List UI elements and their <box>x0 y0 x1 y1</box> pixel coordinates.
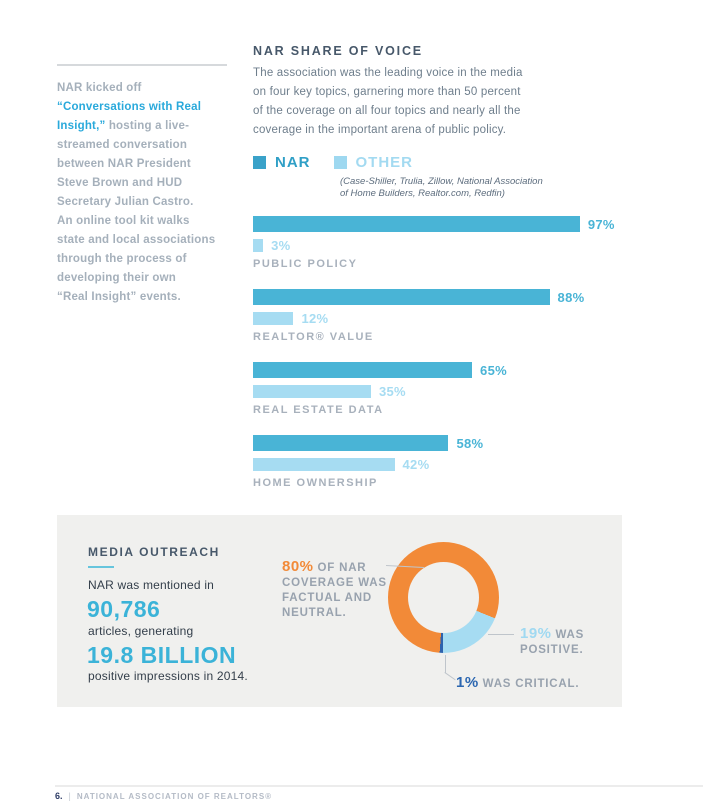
bar-other <box>253 458 395 471</box>
critical-text: WAS CRITICAL. <box>478 678 580 690</box>
bar-other <box>253 312 294 325</box>
donut-label-factual: 80% OF NAR COVERAGE WAS FACTUAL AND NEUT… <box>282 559 402 621</box>
positive-percent: 19% <box>520 625 552 642</box>
bar-value-other: 35% <box>378 384 406 399</box>
legend-label-nar: NAR <box>275 154 311 171</box>
bar-row-other: 12% <box>253 311 673 326</box>
critical-percent: 1% <box>456 674 479 691</box>
media-outreach-title: MEDIA OUTREACH <box>88 545 220 559</box>
leader-line-positive <box>488 634 514 635</box>
bar-group: 97% 3% PUBLIC POLICY <box>253 216 673 270</box>
bar-category-label: HOME OWNERSHIP <box>253 477 378 489</box>
sidebar-callout-lead: NAR kicked off <box>57 82 142 94</box>
factual-text: OF NAR COVERAGE WAS FACTUAL AND NEUTRAL. <box>282 562 387 619</box>
bar-row-nar: 65% <box>253 362 673 378</box>
donut-label-critical: 1% WAS CRITICAL. <box>456 675 636 692</box>
legend-swatch-nar <box>253 156 266 169</box>
donut-label-positive: 19% WAS POSITIVE. <box>520 626 630 658</box>
bar-nar <box>253 216 580 232</box>
footer-separator: | <box>68 791 71 801</box>
donut-hole <box>408 562 479 633</box>
articles-count: 90,786 <box>87 596 161 622</box>
sidebar-callout-body: hosting a live- streamed conversation be… <box>57 120 216 303</box>
bar-nar <box>253 362 473 378</box>
media-outreach-line3: positive impressions in 2014. <box>88 669 248 683</box>
footer: 6. | NATIONAL ASSOCIATION OF REALTORS® <box>55 791 272 801</box>
media-outreach-underline <box>88 566 114 568</box>
bar-row-nar: 88% <box>253 289 673 305</box>
sidebar-callout: NAR kicked off “Conversations with Real … <box>57 79 242 307</box>
legend-note: (Case-Shiller, Trulia, Zillow, National … <box>340 176 543 199</box>
bar-other <box>253 239 264 252</box>
footer-divider <box>55 785 703 787</box>
bar-category-label: PUBLIC POLICY <box>253 258 358 270</box>
bar-value-other: 42% <box>402 457 430 472</box>
bar-row-nar: 58% <box>253 435 673 451</box>
factual-percent: 80% <box>282 558 314 575</box>
media-outreach-line2: articles, generating <box>88 624 194 638</box>
sentiment-donut-chart <box>388 542 499 653</box>
bar-value-other: 3% <box>271 238 291 253</box>
bar-value-nar: 97% <box>587 216 615 232</box>
bar-value-other: 12% <box>301 311 329 326</box>
section-intro: The association was the leading voice in… <box>253 67 523 136</box>
media-outreach-line1: NAR was mentioned in <box>88 578 215 592</box>
bar-row-other: 35% <box>253 384 673 399</box>
bar-value-nar: 88% <box>557 289 585 305</box>
bar-group: 88% 12% REALTOR® VALUE <box>253 289 673 343</box>
bar-row-other: 42% <box>253 457 673 472</box>
sidebar-callout-highlight: “Conversations with Real Insight,” <box>57 101 202 132</box>
section-title: NAR SHARE OF VOICE <box>253 44 423 58</box>
bar-category-label: REAL ESTATE DATA <box>253 404 384 416</box>
bar-category-label: REALTOR® VALUE <box>253 331 374 343</box>
share-of-voice-bar-chart: 97% 3% PUBLIC POLICY 88% 12% REALTOR® VALUE 65… <box>253 216 673 508</box>
bar-group: 65% 35% REAL ESTATE DATA <box>253 362 673 416</box>
bar-value-nar: 65% <box>480 362 507 378</box>
footer-org-name: NATIONAL ASSOCIATION OF REALTORS® <box>76 791 273 801</box>
bar-value-nar: 58% <box>456 435 484 451</box>
bar-other <box>253 385 371 398</box>
positive-text: WAS POSITIVE. <box>520 629 585 656</box>
bar-group: 58% 42% HOME OWNERSHIP <box>253 435 673 489</box>
bar-row-other: 3% <box>253 238 673 253</box>
bar-row-nar: 97% <box>253 216 673 232</box>
legend-swatch-other <box>333 156 347 169</box>
leader-line-critical-vertical <box>445 655 446 673</box>
legend-label-other: OTHER <box>355 154 413 171</box>
bar-nar <box>253 435 449 451</box>
bar-nar <box>253 289 550 305</box>
page-number: 6. <box>55 791 63 801</box>
chart-legend: NAR OTHER <box>253 154 413 171</box>
media-outreach-panel <box>57 515 622 707</box>
sidebar-divider <box>57 64 227 66</box>
impressions-count: 19.8 BILLION <box>87 642 237 668</box>
